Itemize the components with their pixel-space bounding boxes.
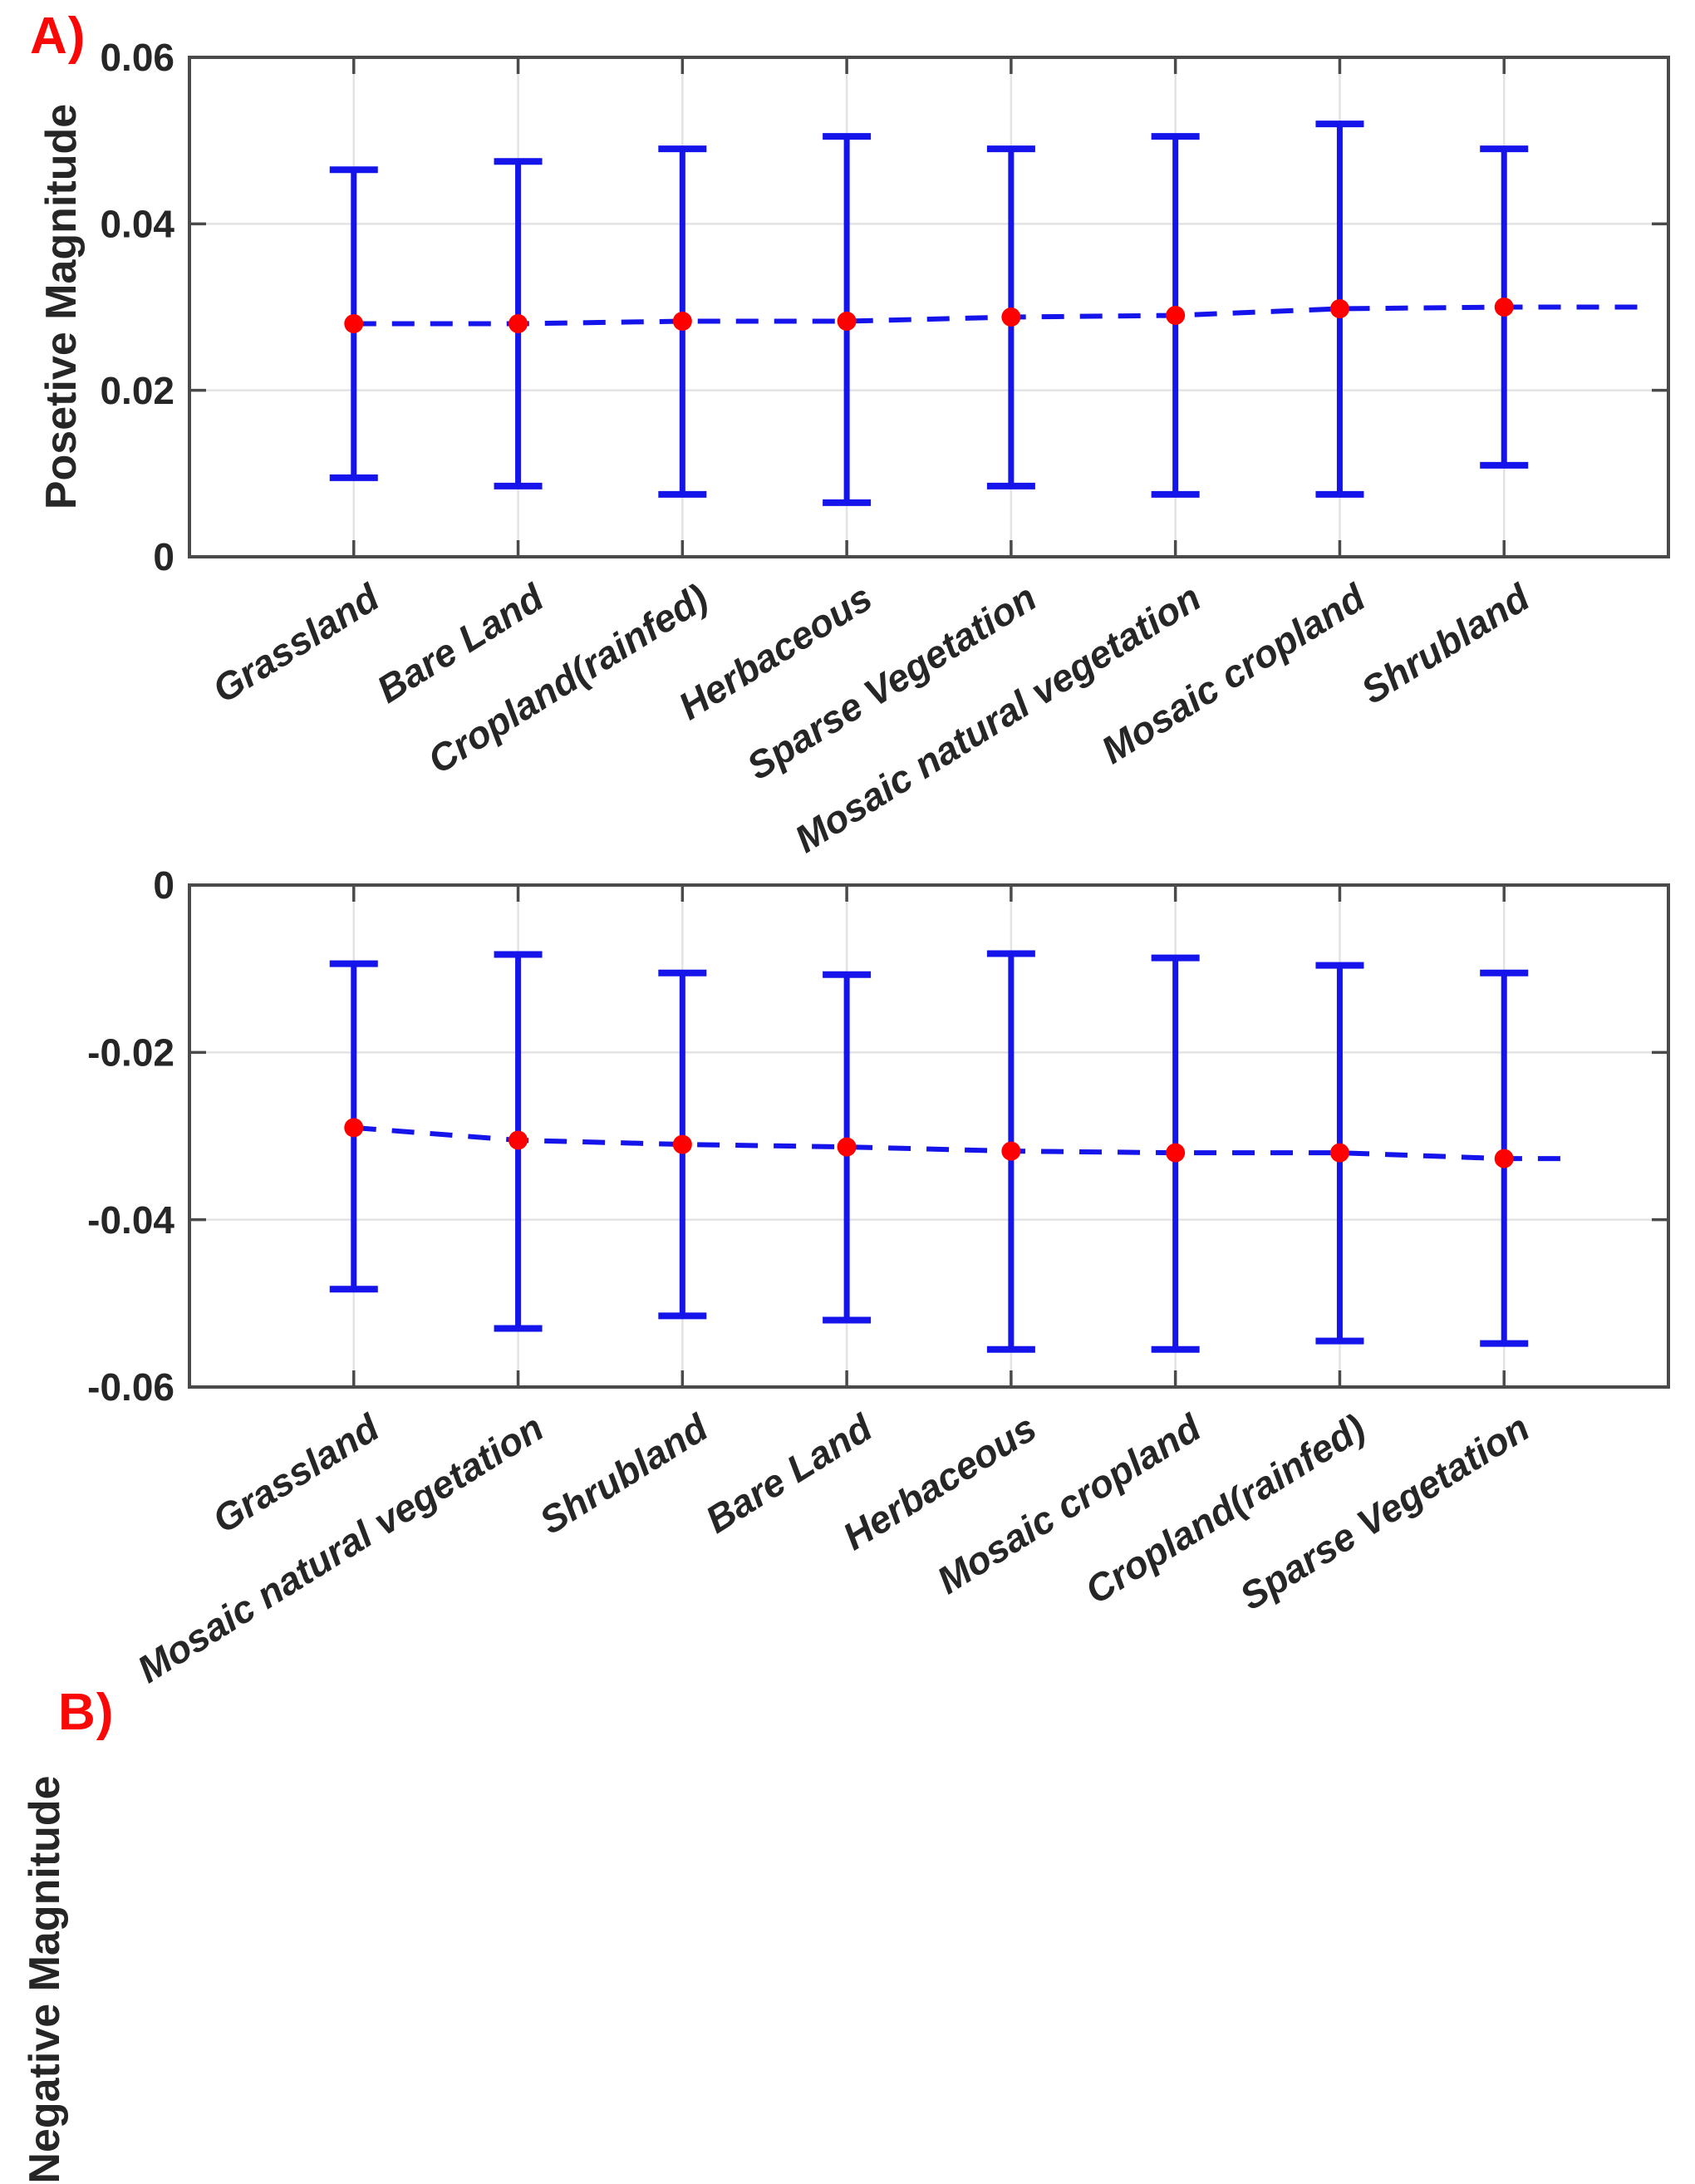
panel-b-y-axis-title: Negative Magnitude xyxy=(21,1775,69,2184)
panel-a: A) Posetive Magnitude 0 0.02 0.04 0.06 Grass… xyxy=(0,0,1695,861)
tick-marks xyxy=(189,57,1668,557)
mean-marker xyxy=(1166,1143,1186,1163)
x-category-label: Shrubland xyxy=(532,1405,715,1542)
panel-b: B) Negative Magnitude -0.06 -0.04 -0.02 0 Gr… xyxy=(0,844,1695,2184)
x-category-label: Sparse Vegetation xyxy=(1232,1405,1536,1618)
y-tick-labels: 0 0.02 0.04 0.06 xyxy=(100,36,174,578)
x-category-label: Mosaic cropland xyxy=(930,1405,1209,1602)
x-category-label: Cropland(rainfed) xyxy=(1078,1405,1373,1612)
mean-marker xyxy=(1494,1149,1514,1168)
y-tick-label: -0.04 xyxy=(87,1198,174,1242)
axis-frame xyxy=(188,56,1670,558)
tick-marks xyxy=(189,885,1668,1387)
x-category-label: Cropland(rainfed) xyxy=(420,575,715,782)
y-tick-label: 0 xyxy=(153,535,174,578)
y-tick-label: -0.06 xyxy=(87,1365,174,1409)
horizontal-gridlines xyxy=(189,223,1668,391)
trend-dashed-line xyxy=(353,1124,1563,1162)
mean-marker xyxy=(672,1134,692,1154)
mean-marker xyxy=(837,312,857,332)
mean-marker xyxy=(672,312,692,332)
mean-marker xyxy=(344,314,364,334)
mean-markers xyxy=(344,298,1514,334)
y-tick-label: 0.04 xyxy=(100,202,174,245)
mean-marker xyxy=(1001,1141,1021,1161)
x-category-label: Sparse Vegetation xyxy=(739,575,1044,788)
mean-marker xyxy=(508,314,528,334)
x-category-label: Grassland xyxy=(205,575,387,711)
mean-marker xyxy=(1166,306,1186,326)
y-tick-label: -0.02 xyxy=(87,1031,174,1074)
x-category-label: Mosaic cropland xyxy=(1093,575,1373,772)
mean-marker xyxy=(508,1130,528,1150)
trend-dashed-line xyxy=(353,304,1646,327)
panel-b-letter: B) xyxy=(58,1684,115,1741)
panel-a-letter: A) xyxy=(30,7,86,65)
y-tick-label: 0 xyxy=(153,863,174,907)
mean-marker xyxy=(1494,298,1514,317)
error-bars xyxy=(329,121,1529,506)
axis-frame xyxy=(188,883,1670,1389)
y-tick-label: 0.06 xyxy=(100,36,174,79)
mean-markers xyxy=(344,1118,1514,1168)
horizontal-gridlines xyxy=(189,1051,1668,1221)
y-tick-labels: -0.06 -0.04 -0.02 0 xyxy=(87,863,174,1409)
mean-marker xyxy=(1001,307,1021,327)
mean-marker xyxy=(1329,299,1349,319)
mean-marker xyxy=(344,1118,364,1138)
mean-marker xyxy=(1329,1143,1349,1163)
mean-marker xyxy=(837,1137,857,1157)
y-tick-label: 0.02 xyxy=(100,369,174,412)
x-category-label: Shrubland xyxy=(1354,575,1537,712)
